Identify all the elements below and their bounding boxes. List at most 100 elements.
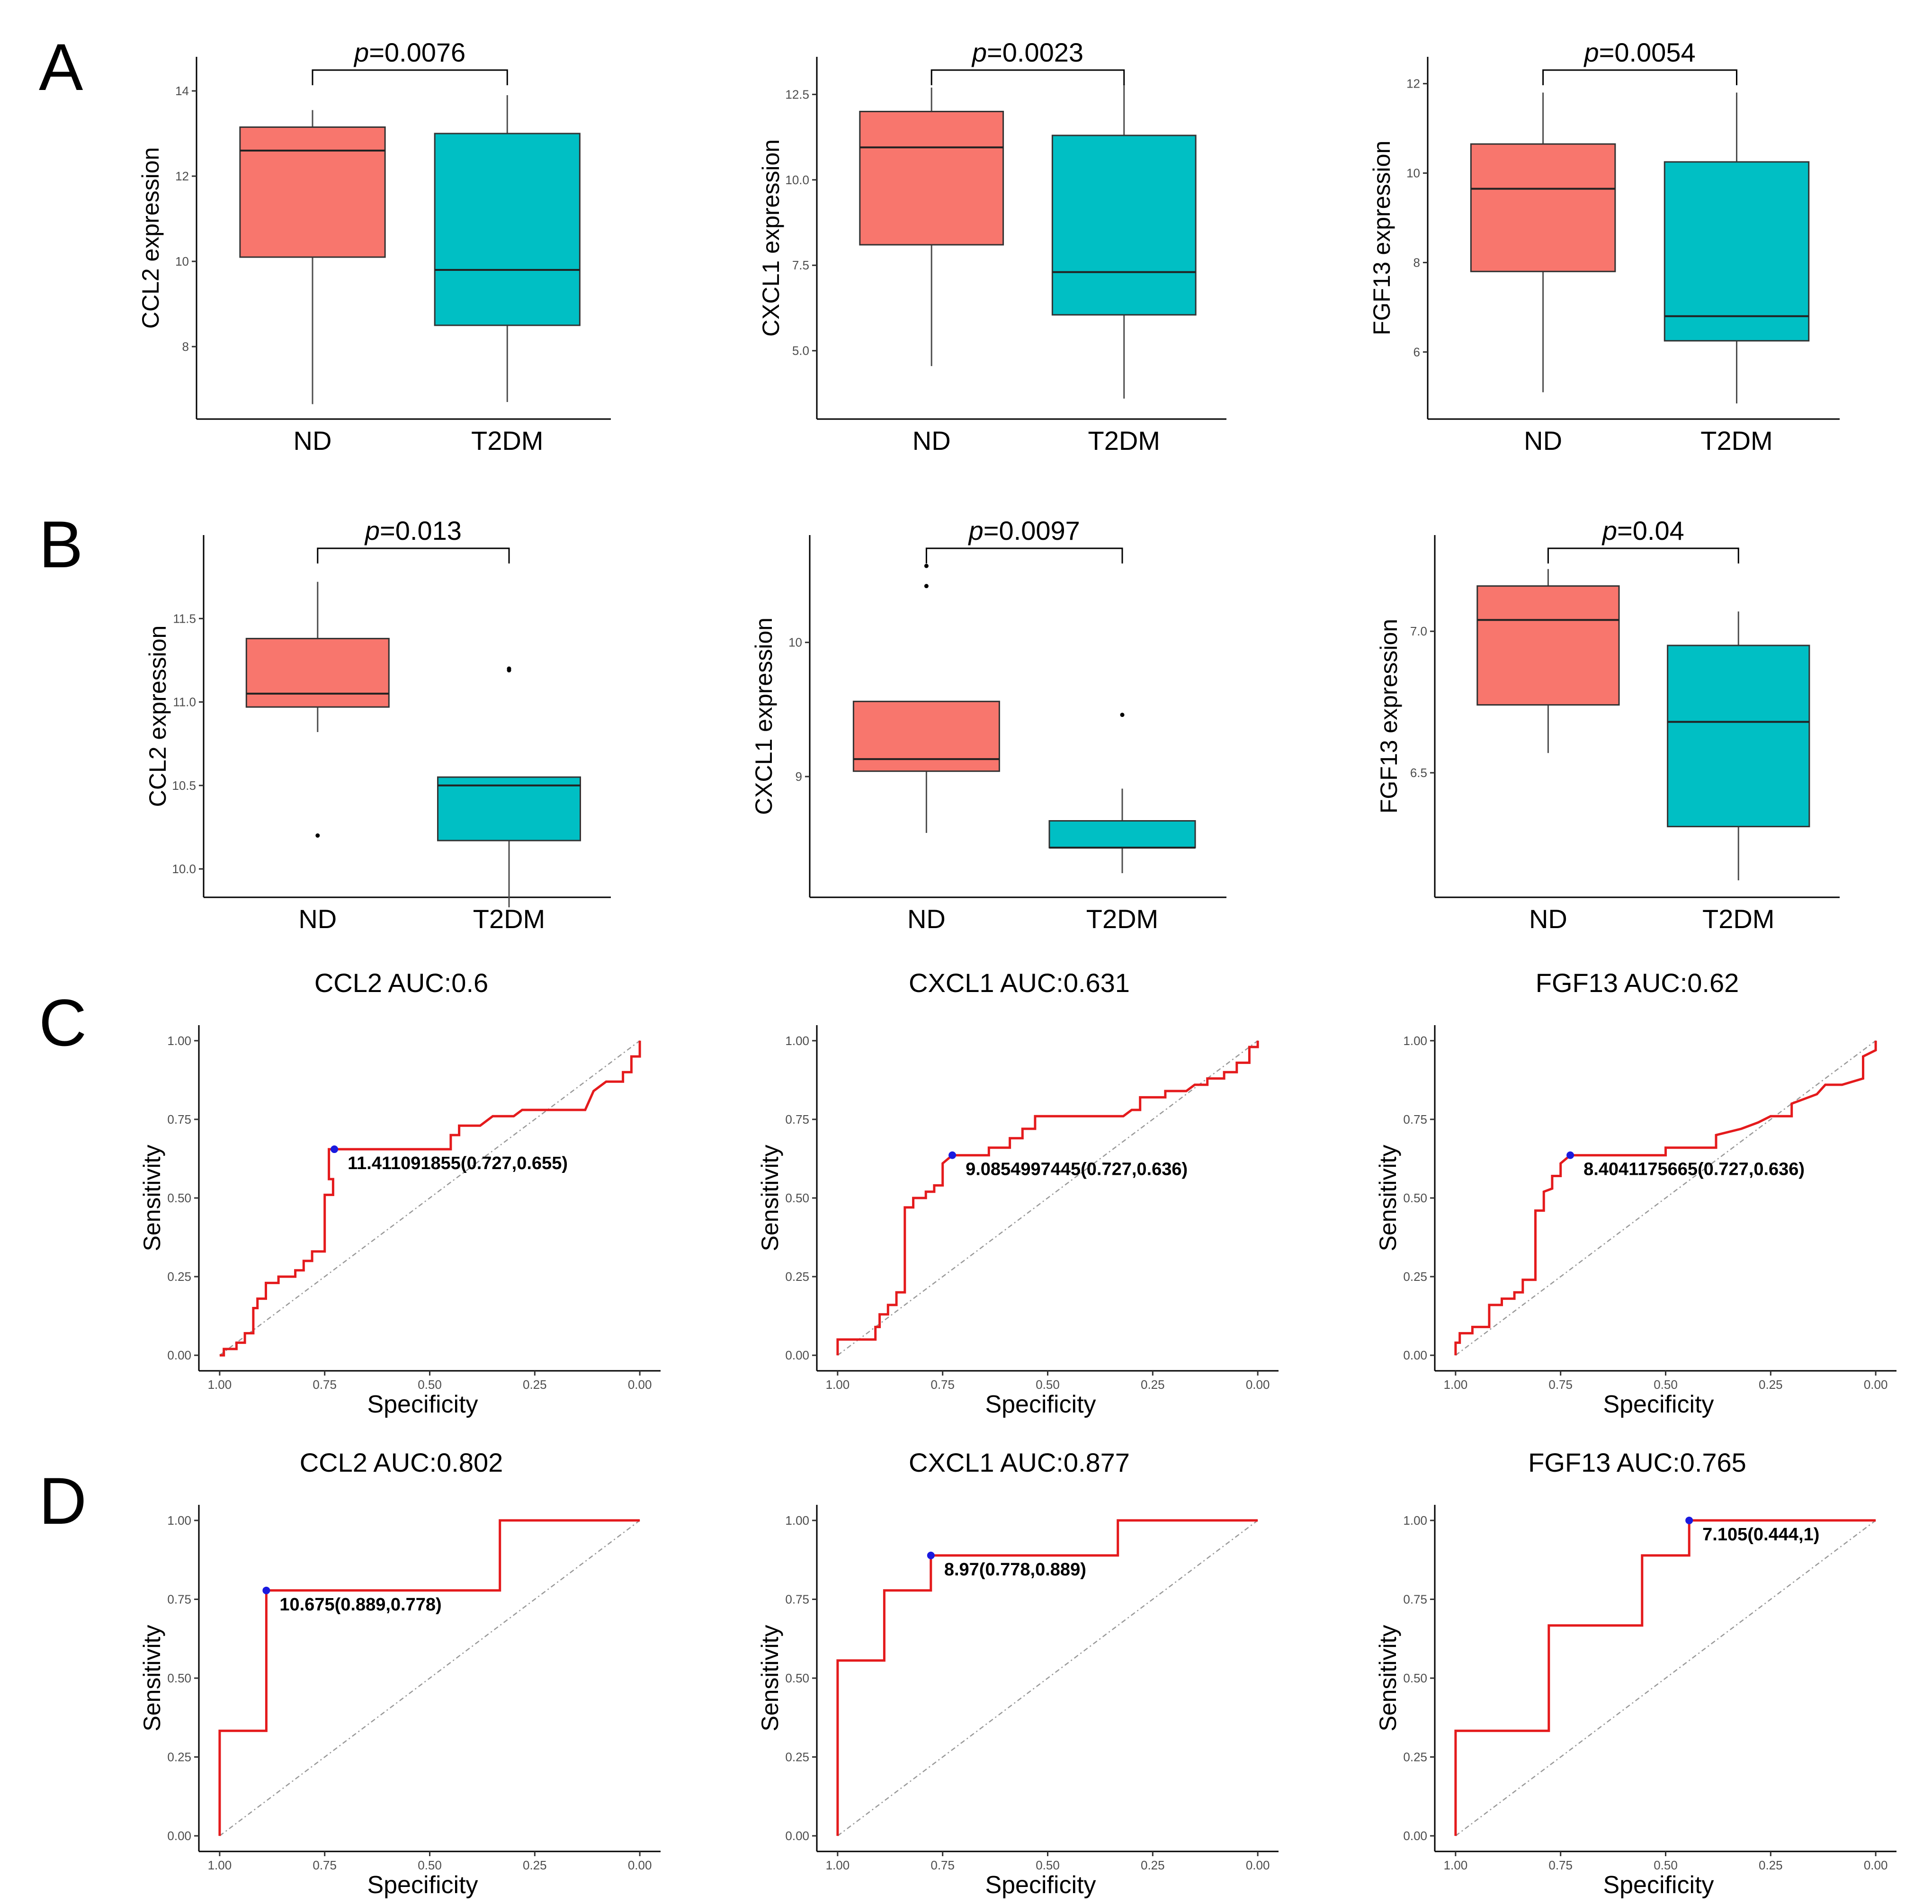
category-label: ND	[1524, 426, 1562, 456]
y-tick-label: 0.25	[167, 1750, 191, 1764]
cutoff-label: 7.105(0.444,1)	[1702, 1525, 1819, 1545]
category-label: ND	[294, 426, 332, 456]
reference-diagonal	[1455, 1520, 1876, 1837]
chart-title: FGF13 AUC:0.765	[1528, 1448, 1746, 1477]
x-tick-label: 0.50	[418, 1377, 442, 1392]
panel-letter-c: C	[39, 985, 87, 1060]
y-tick-label: 0.50	[785, 1191, 809, 1205]
outlier-point	[924, 584, 929, 589]
p-symbol: p	[968, 516, 984, 545]
cutoff-label: 8.4041175665(0.727,0.636)	[1583, 1160, 1805, 1180]
category-label: T2DM	[1702, 904, 1774, 934]
y-tick-label: 11.0	[173, 695, 196, 709]
y-tick-label: 0.25	[1403, 1750, 1427, 1764]
reference-diagonal	[1455, 1040, 1876, 1356]
boxplot-a-fgf13: 6 8 10 12 FGF13 expression ND T2DM p=0.0054	[1368, 37, 1840, 456]
y-tick-label: 0.00	[1403, 1829, 1427, 1843]
y-tick-label: 0.00	[167, 1348, 191, 1362]
y-tick-label: 9	[796, 769, 802, 784]
x-tick-label: 0.00	[1246, 1858, 1270, 1872]
chart-title: CXCL1 AUC:0.631	[909, 968, 1130, 998]
significance-bracket	[312, 69, 508, 85]
box-t2dm	[1667, 644, 1810, 828]
y-tick-label: 1.00	[785, 1034, 809, 1048]
roc-d-ccl2: 0.00 0.25 0.50 0.75 1.00 1.00 0.75 0.50 0.25 0.00…	[139, 1448, 661, 1899]
x-tick-label: 0.25	[523, 1377, 547, 1392]
y-tick-label: 10	[175, 254, 189, 268]
box-nd	[239, 126, 386, 258]
x-tick-label: 1.00	[826, 1858, 850, 1872]
box-nd	[1470, 143, 1616, 272]
y-axis-label: FGF13 expression	[1368, 141, 1395, 335]
p-symbol: p	[1601, 516, 1617, 545]
y-tick-label: 6.5	[1410, 766, 1427, 780]
x-tick-label: 1.00	[1444, 1858, 1468, 1872]
roc-c-cxcl1: 0.00 0.25 0.50 0.75 1.00 1.00 0.75 0.50 0.25 0.00…	[757, 968, 1279, 1418]
reference-diagonal	[219, 1520, 640, 1837]
y-tick-label: 8	[182, 340, 189, 354]
x-axis-label: Specificity	[985, 1391, 1096, 1418]
y-axis-label: Sensitivity	[1375, 1144, 1401, 1251]
panel-letter-a: A	[39, 30, 83, 104]
y-tick-label: 1.00	[167, 1034, 191, 1048]
x-tick-label: 0.25	[1141, 1377, 1165, 1392]
roc-c-ccl2: 0.00 0.25 0.50 0.75 1.00 1.00 0.75 0.50 0.25 0.00…	[139, 968, 661, 1418]
y-tick-label: 10	[1406, 166, 1420, 180]
reference-diagonal	[837, 1520, 1258, 1837]
y-axis-label: CXCL1 expression	[751, 617, 777, 815]
y-tick-label: 1.00	[167, 1513, 191, 1528]
category-label: T2DM	[473, 904, 545, 934]
p-value-label: p=0.0076	[353, 37, 465, 67]
boxplot-a-cxcl1: 5.0 7.5 10.0 12.5 CXCL1 expression ND T2DM p=0.…	[758, 37, 1226, 456]
y-tick-label: 0.00	[167, 1829, 191, 1843]
category-label: T2DM	[1086, 904, 1158, 934]
y-tick-label: 1.00	[1403, 1034, 1427, 1048]
category-label: ND	[912, 426, 951, 456]
x-tick-label: 0.00	[1246, 1377, 1270, 1392]
y-axis-label: Sensitivity	[1375, 1625, 1401, 1731]
box-t2dm	[437, 776, 581, 841]
x-tick-label: 1.00	[208, 1858, 232, 1872]
outlier-point	[1120, 713, 1125, 717]
boxplot-a-ccl2: 8 10 12 14 CCL2 expression ND T2DM p=0.0076	[137, 37, 611, 456]
y-tick-label: 0.75	[1403, 1112, 1427, 1126]
roc-c-fgf13: 0.00 0.25 0.50 0.75 1.00 1.00 0.75 0.50 0.25 0.00…	[1375, 968, 1896, 1418]
cutoff-label: 9.0854997445(0.727,0.636)	[966, 1160, 1188, 1180]
y-axis-label: FGF13 expression	[1376, 619, 1402, 813]
p-value-label: p=0.04	[1601, 516, 1684, 545]
category-label: ND	[298, 904, 337, 934]
x-axis-label: Specificity	[1603, 1871, 1714, 1899]
x-tick-label: 0.75	[1548, 1377, 1573, 1392]
y-tick-label: 12.5	[785, 87, 809, 101]
y-axis-label: CXCL1 expression	[758, 139, 784, 337]
outlier-point	[315, 833, 320, 838]
y-tick-label: 8	[1413, 255, 1420, 269]
cutoff-point	[331, 1145, 339, 1153]
significance-bracket	[317, 547, 510, 563]
x-tick-label: 0.75	[313, 1858, 337, 1872]
y-tick-label: 0.25	[167, 1269, 191, 1284]
y-tick-label: 0.75	[167, 1112, 191, 1126]
chart-title: CCL2 AUC:0.802	[300, 1448, 503, 1477]
roc-d-fgf13: 0.00 0.25 0.50 0.75 1.00 1.00 0.75 0.50 0.25 0.00…	[1375, 1448, 1896, 1899]
y-tick-label: 0.25	[1403, 1269, 1427, 1284]
box-t2dm	[1664, 161, 1810, 342]
p-value-label: p=0.0023	[971, 37, 1083, 67]
x-axis-label: Specificity	[1603, 1391, 1714, 1418]
cutoff-label: 10.675(0.889,0.778)	[279, 1595, 441, 1615]
x-tick-label: 1.00	[1444, 1377, 1468, 1392]
cutoff-point	[1685, 1516, 1693, 1524]
chart-title: CXCL1 AUC:0.877	[909, 1448, 1130, 1477]
y-tick-label: 0.50	[167, 1191, 191, 1205]
significance-bracket	[1542, 69, 1737, 85]
x-tick-label: 0.00	[628, 1377, 652, 1392]
x-tick-label: 0.75	[930, 1377, 955, 1392]
box-nd	[245, 638, 390, 708]
y-tick-label: 0.50	[1403, 1671, 1427, 1685]
y-tick-label: 5.0	[792, 344, 809, 358]
y-tick-label: 0.75	[785, 1592, 809, 1606]
outlier-point	[507, 666, 511, 671]
significance-bracket	[925, 547, 1123, 563]
box-nd	[1476, 585, 1620, 706]
